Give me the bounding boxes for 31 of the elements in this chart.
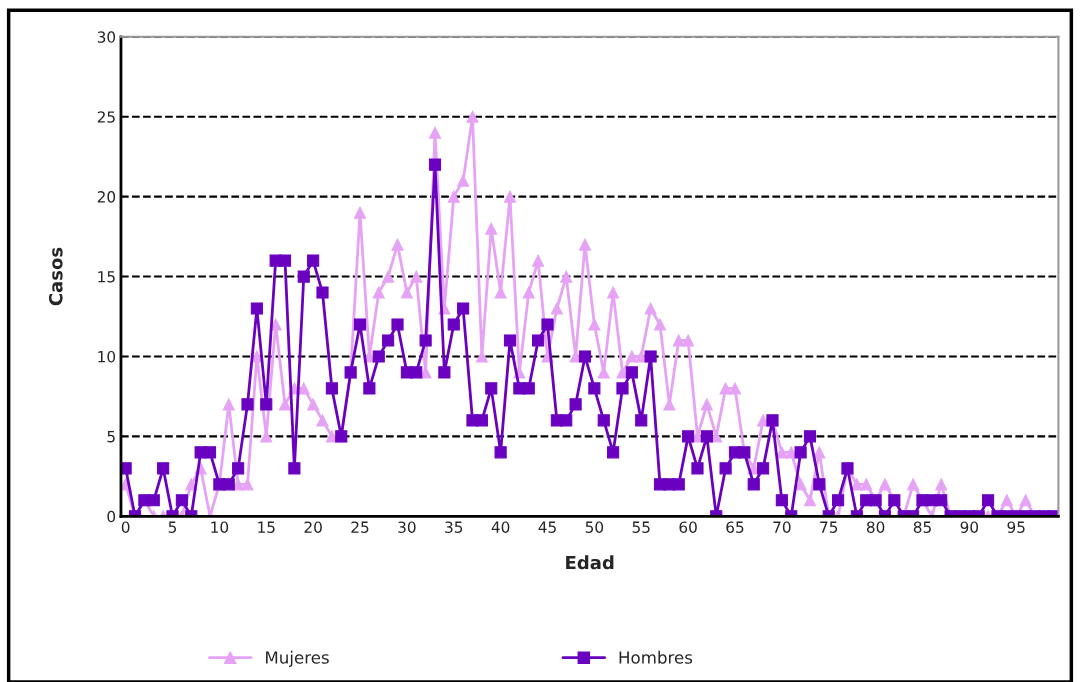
x-tick-label: 25: [351, 521, 369, 533]
y-tick-label: 5: [107, 431, 115, 443]
legend-label: Hombres: [619, 650, 693, 664]
y-tick-label: 20: [97, 191, 116, 203]
y-tick-label: 10: [98, 350, 116, 363]
x-tick-label: 20: [304, 521, 322, 533]
y-tick-label: 15: [98, 271, 115, 283]
x-tick-label: 90: [960, 521, 979, 533]
x-tick-label: 95: [1007, 521, 1025, 533]
legend-label: Mujeres: [266, 650, 329, 667]
x-axis-title: Edad: [566, 555, 614, 570]
y-tick-label: 0: [107, 510, 116, 523]
y-tick-label: 25: [97, 111, 115, 123]
x-tick-label: 15: [258, 521, 275, 533]
x-tick-label: 75: [820, 521, 838, 533]
x-tick-label: 85: [913, 521, 931, 533]
x-tick-label: 80: [866, 521, 885, 533]
x-tick-label: 10: [211, 521, 229, 533]
x-tick-label: 55: [632, 521, 650, 533]
x-tick-label: 45: [538, 521, 556, 533]
x-tick-label: 5: [168, 521, 177, 533]
x-tick-label: 30: [398, 521, 416, 533]
x-tick-label: 40: [491, 521, 510, 533]
y-axis-title: Casos: [48, 247, 63, 306]
x-tick-label: 70: [773, 521, 791, 533]
x-tick-label: 50: [585, 521, 604, 533]
x-tick-label: 60: [679, 521, 697, 533]
x-tick-label: 35: [445, 521, 463, 533]
y-tick-label: 30: [97, 31, 116, 43]
x-tick-label: 65: [726, 521, 744, 533]
x-tick-label: 0: [121, 521, 130, 533]
